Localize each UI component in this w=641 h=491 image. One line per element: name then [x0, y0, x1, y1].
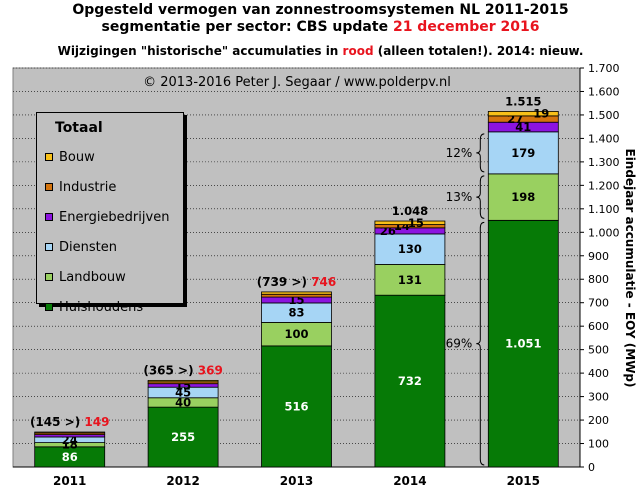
- y-tick-label: 1.700: [588, 62, 620, 75]
- bar-value-label: 100: [284, 327, 308, 341]
- legend-item: Huishoudens: [45, 300, 143, 316]
- percentage-label: 69%: [446, 337, 473, 351]
- bar-value-label: 45: [175, 385, 191, 399]
- total-label: 1.048: [392, 204, 428, 218]
- total-label: (739 >) 746: [257, 275, 337, 289]
- legend-swatch: [45, 212, 53, 221]
- chart-title: Opgesteld vermogen van zonnestroomsystem…: [72, 2, 569, 18]
- title-prefix: segmentatie per sector: CBS update: [101, 19, 393, 35]
- y-tick-label: 200: [588, 414, 609, 427]
- total-new: 746: [311, 275, 336, 289]
- bar-value-label: 131: [398, 273, 422, 287]
- bar-value-label: 179: [511, 146, 535, 160]
- bar-segment: [34, 431, 106, 434]
- y-tick-label: 1.000: [588, 226, 620, 239]
- total-label: (145 >) 149: [30, 415, 110, 429]
- bar-segment: [374, 294, 446, 468]
- bar-value-label: 15: [408, 216, 424, 230]
- percentage-label: 12%: [446, 146, 473, 160]
- y-tick-label: 1.400: [588, 132, 620, 145]
- bar-segment: [261, 293, 332, 298]
- y-tick-label: 1.200: [588, 179, 620, 192]
- y-tick-label: 1.100: [588, 203, 620, 216]
- legend-item: Energiebedrijven: [45, 210, 169, 226]
- bar-value-label: 83: [288, 306, 304, 320]
- bar-segment: [261, 345, 332, 468]
- bar-segment: [147, 406, 219, 468]
- legend-swatch: [45, 302, 53, 311]
- y-tick-label: 100: [588, 438, 609, 451]
- legend-title: Totaal: [55, 120, 103, 136]
- y-tick-label: 300: [588, 391, 609, 404]
- bar-segment: [487, 131, 559, 175]
- legend-item: Industrie: [45, 180, 116, 196]
- bar-segment: [374, 220, 446, 225]
- total-new: 369: [198, 363, 223, 377]
- y-tick-label: 0: [588, 461, 595, 474]
- note-prefix: Wijzigingen "historische" accumulaties i…: [57, 44, 343, 58]
- x-tick-label: 2012: [166, 474, 199, 488]
- bar-value-label: 130: [398, 242, 422, 256]
- legend: Totaal Bouw Industrie Energiebedrijven Dien…: [36, 112, 184, 315]
- bar-value-label: 86: [62, 450, 78, 464]
- percentage-brace: [476, 221, 485, 466]
- y-axis-label: Eindejaar accumulatie - EOY (MWp): [623, 148, 637, 388]
- chart-note: Wijzigingen "historische" accumulaties i…: [0, 44, 641, 58]
- legend-label: Energiebedrijven: [59, 210, 170, 225]
- percentage-brace: [476, 133, 485, 173]
- bar-value-label: 1.051: [505, 337, 541, 351]
- y-tick-label: 600: [588, 320, 609, 333]
- y-tick-label: 900: [588, 250, 609, 263]
- y-tick-label: 700: [588, 297, 609, 310]
- y-tick-label: 500: [588, 344, 609, 357]
- note-red-word: rood: [342, 44, 374, 58]
- bar-segment: [487, 173, 559, 221]
- legend-swatch: [45, 152, 53, 161]
- legend-swatch: [45, 272, 53, 281]
- legend-label: Diensten: [59, 240, 117, 255]
- x-tick-label: 2014: [393, 474, 426, 488]
- legend-item: Landbouw: [45, 270, 126, 286]
- bar-value-label: 41: [515, 120, 531, 134]
- y-tick-label: 800: [588, 273, 609, 286]
- percentage-brace: [476, 175, 485, 219]
- y-tick-label: 1.600: [588, 85, 620, 98]
- bar-value-label: 255: [171, 430, 195, 444]
- total-old: (145 >): [30, 415, 84, 429]
- x-tick-label: 2015: [507, 474, 540, 488]
- bar-value-label: 732: [398, 374, 422, 388]
- bar-segment: [147, 379, 219, 383]
- bar-segment: [487, 111, 559, 117]
- bar-value-label: 19: [533, 107, 549, 121]
- legend-label: Bouw: [59, 150, 95, 165]
- total-label: 1.515: [505, 94, 541, 108]
- update-date: 21 december 2016: [392, 19, 540, 35]
- total-new: 149: [84, 415, 109, 429]
- note-suffix: (alleen totalen!). 2014: nieuw.: [373, 44, 584, 58]
- bar-segment: [487, 219, 559, 468]
- bar-value-label: 198: [511, 190, 535, 204]
- bar-segment: [261, 291, 332, 295]
- percentage-label: 13%: [446, 190, 473, 204]
- y-tick-label: 1.500: [588, 109, 620, 122]
- legend-swatch: [45, 242, 53, 251]
- legend-label: Industrie: [59, 180, 117, 195]
- chart-subtitle-line2: segmentatie per sector: CBS update 21 de…: [0, 19, 641, 35]
- bar-segment: [374, 233, 446, 265]
- y-tick-label: 400: [588, 367, 609, 380]
- y-tick-label: 1.300: [588, 156, 620, 169]
- total-old: (739 >): [257, 275, 311, 289]
- legend-item: Diensten: [45, 240, 117, 256]
- legend-label: Huishoudens: [59, 300, 144, 315]
- total-old: (365 >): [143, 363, 197, 377]
- copyright-text: © 2013-2016 Peter J. Segaar / www.polder…: [143, 75, 451, 90]
- legend-swatch: [45, 182, 53, 191]
- x-tick-label: 2013: [280, 474, 313, 488]
- bar-value-label: 40: [175, 395, 191, 409]
- x-tick-label: 2011: [53, 474, 86, 488]
- bar-value-label: 516: [284, 399, 308, 413]
- total-label: (365 >) 369: [143, 363, 223, 377]
- legend-label: Landbouw: [59, 270, 126, 285]
- legend-item: Bouw: [45, 150, 95, 166]
